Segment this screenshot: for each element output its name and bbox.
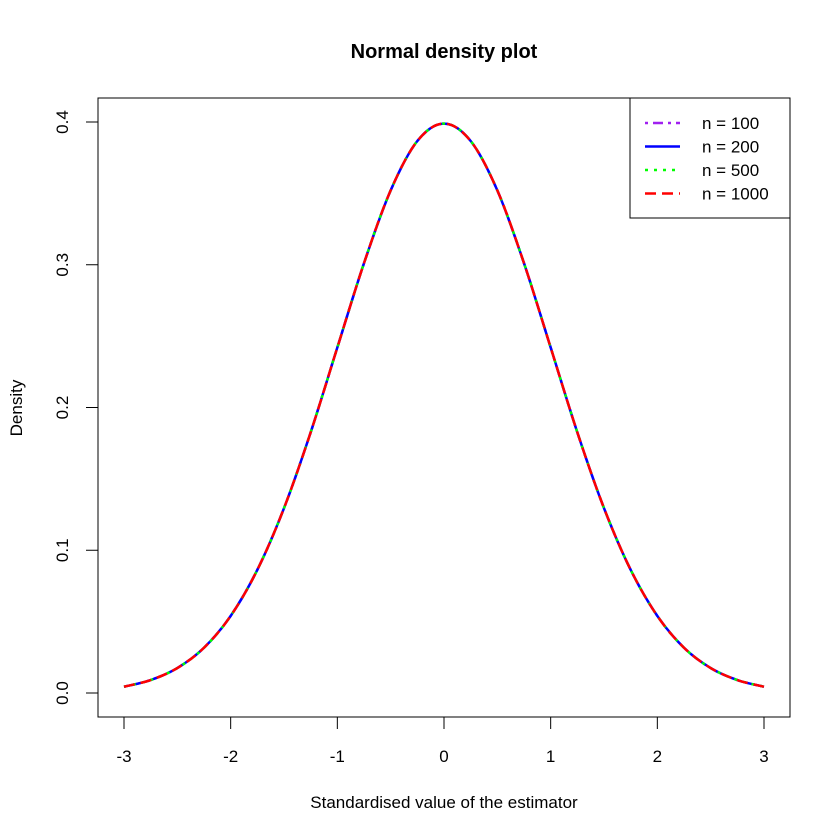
legend-label-3: n = 500	[702, 161, 759, 180]
x-tick-label: -2	[223, 747, 238, 766]
x-tick-label: 1	[546, 747, 555, 766]
x-tick-label: 0	[439, 747, 448, 766]
x-axis-label: Standardised value of the estimator	[310, 793, 578, 812]
y-tick-label: 0.1	[53, 538, 72, 562]
y-tick-label: 0.3	[53, 253, 72, 277]
legend-label-4: n = 1000	[702, 185, 769, 204]
series-layer	[123, 122, 765, 688]
series-line-4	[123, 122, 765, 688]
x-tick-label: -3	[116, 747, 131, 766]
y-tick-label: 0.2	[53, 396, 72, 420]
x-tick-label: 3	[759, 747, 768, 766]
legend-box	[629, 97, 791, 219]
series-line-3	[123, 122, 765, 688]
y-axis-label: Density	[7, 379, 26, 436]
legend-label-2: n = 200	[702, 138, 759, 157]
legend-label-1: n = 100	[702, 114, 759, 133]
chart-title: Normal density plot	[351, 41, 538, 63]
y-tick-label: 0.4	[53, 110, 72, 134]
legend: n = 100 n = 200 n = 500 n = 1000	[629, 97, 791, 219]
x-axis: -3 -2 -1 0 1 2 3	[116, 716, 769, 766]
x-tick-label: 2	[653, 747, 662, 766]
x-tick-label: -1	[330, 747, 345, 766]
y-tick-label: 0.0	[53, 681, 72, 705]
y-axis: 0.0 0.1 0.2 0.3 0.4	[53, 110, 99, 705]
